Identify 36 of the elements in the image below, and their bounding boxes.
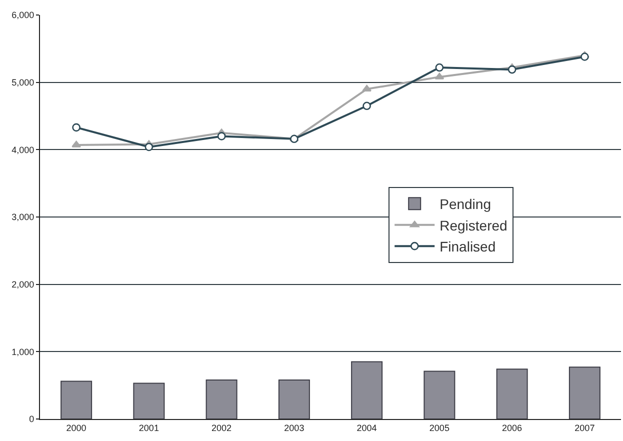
x-tick-label: 2005	[429, 422, 450, 433]
bar	[278, 379, 310, 419]
legend-label: Pending	[440, 196, 491, 212]
legend-label: Registered	[440, 217, 508, 234]
point	[72, 123, 80, 132]
point	[580, 52, 589, 61]
bar	[496, 368, 528, 419]
point	[434, 72, 444, 80]
point	[362, 84, 372, 92]
y-tick-label: 1,000	[12, 346, 34, 357]
y-tick-label: 4,000	[12, 144, 34, 155]
x-tick-label: 2003	[284, 422, 304, 433]
point	[435, 63, 444, 72]
x-tick-label: 2006	[502, 422, 522, 433]
bar	[60, 380, 92, 419]
x-tick-label: 2007	[574, 422, 595, 433]
y-tick-label: 6,000	[12, 10, 34, 20]
y-tick-label: 5,000	[12, 77, 34, 88]
point	[362, 102, 371, 110]
point	[72, 140, 81, 148]
bar	[133, 382, 165, 419]
bar	[351, 361, 383, 419]
x-tick-label: 2000	[66, 422, 86, 433]
point	[508, 65, 516, 74]
bar	[424, 370, 456, 419]
y-tick-label: 3,000	[12, 212, 34, 222]
y-tick-label: 0	[29, 414, 34, 424]
x-tick-label: 2002	[212, 422, 232, 433]
bar	[568, 366, 600, 419]
bar	[206, 379, 238, 419]
legend-label: Finalised	[440, 238, 496, 255]
point	[217, 132, 226, 140]
y-tick-label: 2,000	[12, 279, 34, 290]
x-tick-label: 2004	[356, 422, 377, 433]
point	[144, 142, 154, 152]
x-tick-label: 2001	[138, 422, 159, 433]
